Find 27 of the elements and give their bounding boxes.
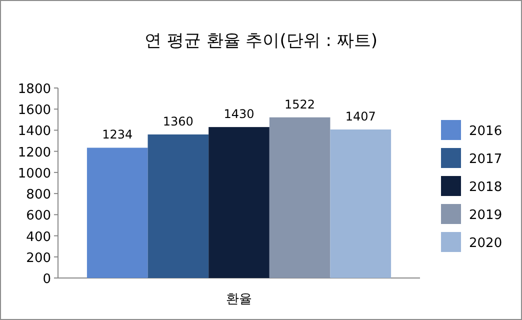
data-label: 1360 <box>162 114 194 128</box>
y-tick-label: 0 <box>42 272 51 287</box>
legend-label: 2016 <box>469 124 502 139</box>
y-tick-label: 600 <box>26 208 51 224</box>
y-tick-label: 1800 <box>18 82 51 97</box>
bar <box>208 127 270 278</box>
x-tick-label: 환율 <box>226 292 252 307</box>
data-label: 1407 <box>345 109 376 124</box>
data-label: 1234 <box>102 128 133 142</box>
legend-label: 2018 <box>469 180 502 195</box>
bar <box>86 148 148 278</box>
y-tick-label: 1200 <box>18 145 51 160</box>
y-tick-label: 1600 <box>18 103 51 118</box>
legend-label: 2017 <box>469 152 502 167</box>
legend-label: 2019 <box>469 208 502 223</box>
y-tick-label: 400 <box>26 230 51 245</box>
y-tick-label: 1000 <box>18 166 51 182</box>
data-label: 1522 <box>284 97 316 112</box>
bar <box>269 117 330 278</box>
chart-title: 연 평균 환율 추이(단위 : 짜트) <box>144 31 378 51</box>
y-tick-label: 200 <box>26 250 51 266</box>
data-label: 1430 <box>224 107 254 122</box>
legend-label: 2020 <box>469 236 502 251</box>
bar <box>330 129 392 278</box>
y-tick-label: 1400 <box>18 124 51 140</box>
y-tick-label: 800 <box>26 188 51 203</box>
bar <box>148 134 209 278</box>
